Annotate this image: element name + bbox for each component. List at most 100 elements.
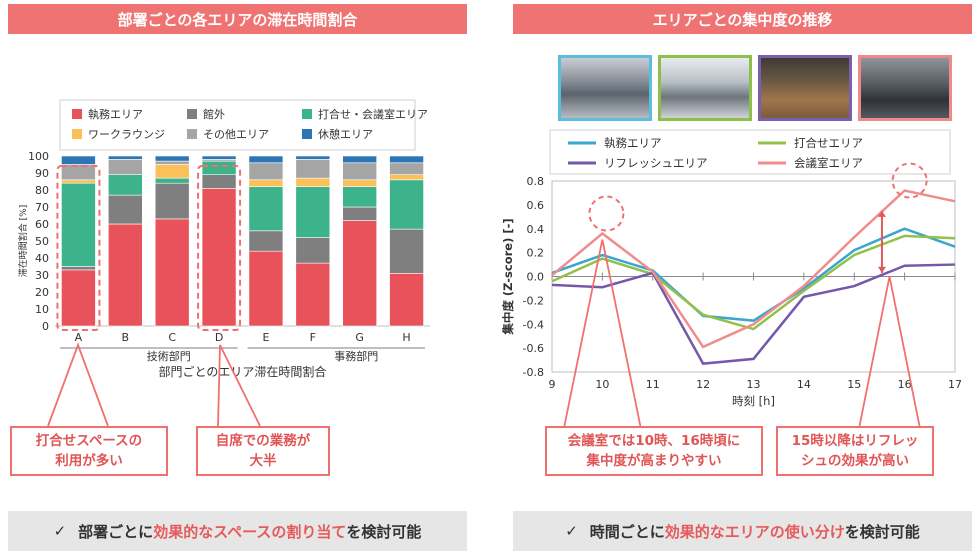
- callout-conference-peaks: 会議室では10時、16時頃に 集中度が高まりやすい: [545, 426, 763, 476]
- arrow-head-down-icon: [877, 266, 886, 273]
- group-label: 事務部門: [334, 349, 378, 363]
- bar-segment: [154, 160, 190, 165]
- y-tick-label: 100: [28, 150, 49, 163]
- left-panel-title: 部署ごとの各エリアの滞在時間割合: [8, 4, 467, 34]
- bar-segment: [248, 162, 284, 181]
- bar-segment: [201, 174, 237, 189]
- callout-own-desk: 自席での業務が 大半: [196, 426, 330, 476]
- legend-label: 館外: [203, 107, 225, 121]
- y-tick-label: 0: [42, 320, 49, 333]
- check-icon: ✓: [565, 522, 578, 540]
- callout-pointers-left: [47, 342, 261, 427]
- x-tick-label: C: [168, 331, 176, 344]
- legend-label: 執務エリア: [604, 136, 662, 150]
- x-tick-label: 16: [898, 378, 912, 391]
- y-tick-label: 0.4: [527, 223, 545, 236]
- y-tick-label: 90: [35, 167, 49, 180]
- series-line: [551, 234, 956, 331]
- photo-meeting-area: [658, 55, 752, 121]
- bar-segment: [389, 155, 424, 164]
- bar-segment: [342, 162, 377, 181]
- bar-segment: [201, 160, 237, 175]
- bar-segment: [342, 220, 377, 327]
- bar-segment: [389, 228, 424, 274]
- y-tick-label: 60: [35, 218, 49, 231]
- y-tick-label: 20: [35, 286, 49, 299]
- right-footer: ✓ 時間ごとに 効果的なエリアの使い分け を検討可能: [513, 511, 972, 551]
- photo-office-area: [558, 55, 652, 121]
- callout-pointer-15h: [858, 276, 921, 426]
- x-tick-label: G: [355, 331, 364, 344]
- x-tick-label: 9: [549, 378, 556, 391]
- bar-segment: [248, 230, 284, 252]
- legend-swatch: [72, 129, 82, 139]
- bar-segment: [248, 155, 284, 164]
- bar-segment: [108, 174, 143, 196]
- bar-segment: [295, 237, 331, 264]
- y-tick-label: 0.0: [527, 271, 545, 284]
- y-tick-label: -0.2: [523, 294, 544, 307]
- x-tick-label: D: [215, 331, 223, 344]
- left-footer-highlight: 効果的なスペースの割り当て: [153, 522, 347, 541]
- legend-swatch: [187, 109, 197, 119]
- highlight-dashed-box: [56, 165, 101, 331]
- x-tick-label: 12: [696, 378, 710, 391]
- bar-segment: [248, 250, 284, 327]
- y-tick-label: 70: [35, 201, 49, 214]
- y-tick-label: -0.6: [523, 342, 544, 355]
- highlight-circle-10h: [588, 195, 625, 232]
- x-tick-label: 11: [646, 378, 660, 391]
- legend-swatch: [302, 129, 312, 139]
- bar-segment: [389, 273, 424, 327]
- bar-segment: [61, 155, 96, 165]
- bar-segment: [108, 223, 143, 327]
- bar-segment: [342, 155, 377, 164]
- chart-title: 部門ごとのエリア滞在時間割合: [159, 364, 327, 379]
- x-tick-label: 13: [747, 378, 761, 391]
- group-label: 技術部門: [147, 349, 191, 363]
- legend-swatch: [302, 109, 312, 119]
- legend-swatch: [72, 109, 82, 119]
- bar-segment: [154, 164, 190, 179]
- x-tick-label: H: [402, 331, 410, 344]
- photo-refresh-area: [758, 55, 852, 121]
- bar-segment: [295, 159, 331, 179]
- right-footer-highlight: 効果的なエリアの使い分け: [664, 522, 845, 541]
- y-tick-label: 0.6: [527, 199, 545, 212]
- series-line: [551, 263, 956, 365]
- series-line: [551, 189, 956, 349]
- callout-pointer-10h: [563, 239, 642, 426]
- callout-refresh-effect: 15時以降はリフレッ シュの効果が高い: [776, 426, 934, 476]
- arrow-head-up-icon: [877, 210, 886, 217]
- bar-segment: [108, 159, 143, 176]
- bar-segment: [201, 188, 237, 327]
- bar-segment: [295, 186, 331, 238]
- bar-segment: [295, 177, 331, 187]
- x-tick-label: 17: [948, 378, 962, 391]
- right-footer-pre: 時間ごとに: [589, 522, 665, 541]
- bar-segment: [389, 174, 424, 181]
- left-footer-pre: 部署ごとに: [78, 522, 154, 541]
- bar-segment: [61, 179, 96, 184]
- bar-segment: [154, 218, 190, 327]
- legend-label: 打合せエリア: [794, 136, 863, 150]
- bar-segment: [389, 179, 424, 230]
- legend-label: 休憩エリア: [318, 127, 373, 141]
- bar-segment: [342, 179, 377, 187]
- y-tick-label: 50: [35, 235, 49, 248]
- bar-segment: [61, 266, 96, 271]
- series-line: [551, 227, 956, 322]
- x-axis-label: 時刻 [h]: [732, 394, 775, 408]
- legend-box: [549, 129, 951, 175]
- bar-segment: [61, 182, 96, 267]
- bar-segment: [248, 179, 284, 187]
- legend-label: リフレッシュエリア: [604, 156, 708, 170]
- legend-label: 会議室エリア: [794, 156, 863, 170]
- y-tick-label: 10: [35, 303, 49, 316]
- bar-segment: [108, 194, 143, 225]
- right-footer-post: を検討可能: [844, 522, 920, 541]
- legend-box: [59, 99, 416, 151]
- x-tick-label: A: [75, 331, 83, 344]
